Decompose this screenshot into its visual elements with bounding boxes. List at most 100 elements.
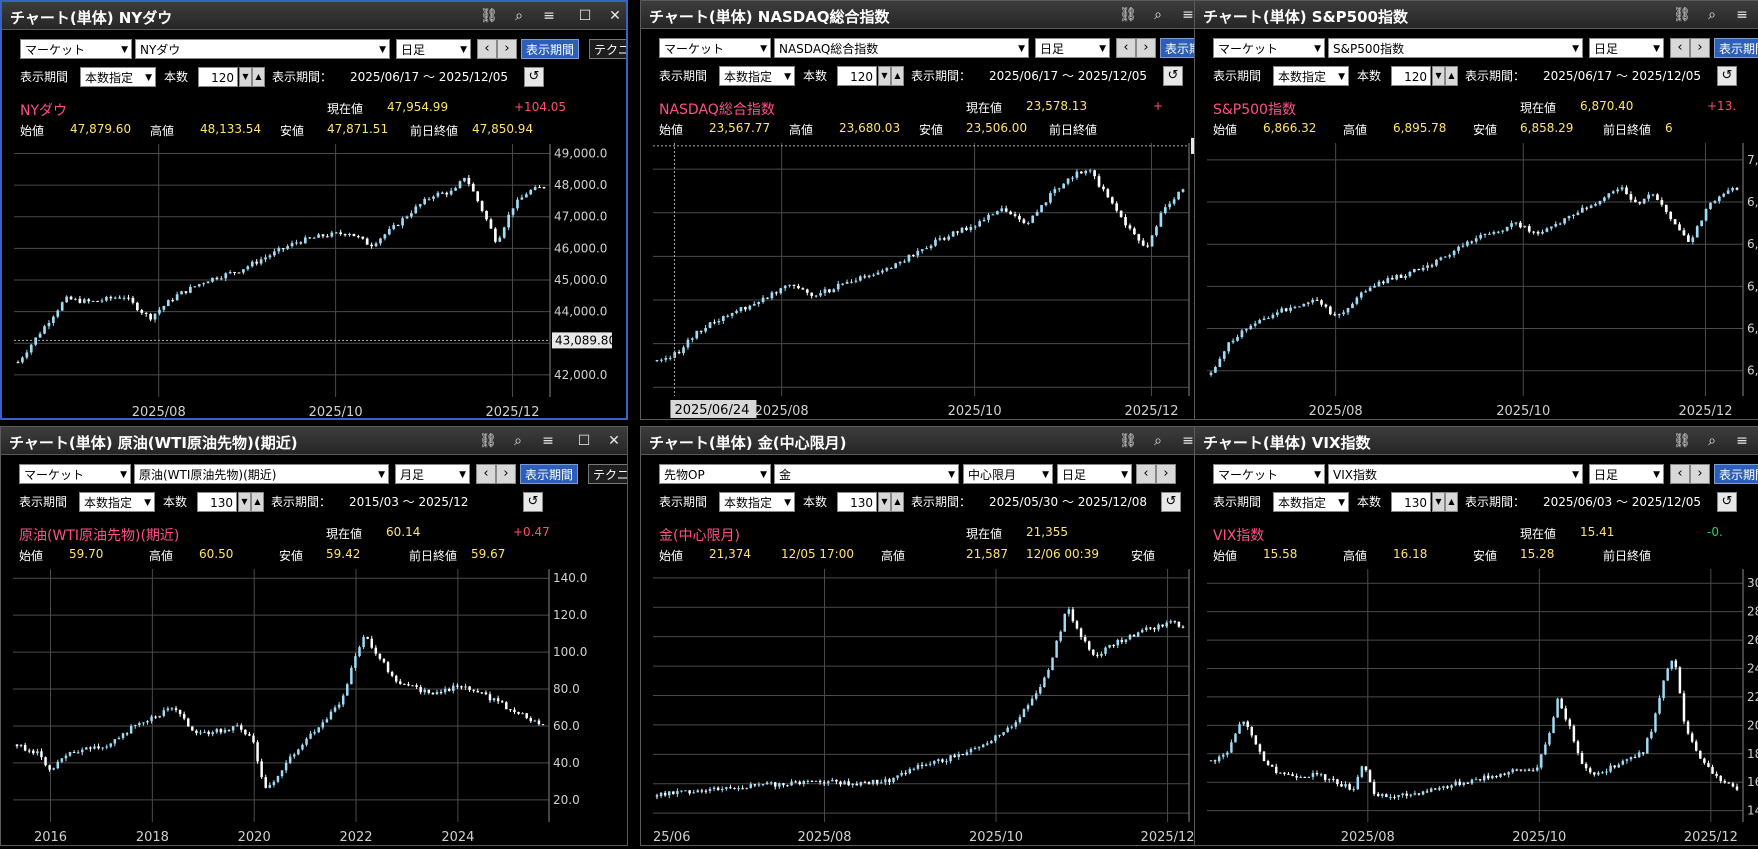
candle-body (529, 718, 533, 722)
count-up-button[interactable]: ▲ (1445, 66, 1458, 86)
menu-icon[interactable]: ≡ (543, 8, 555, 24)
show-period-button[interactable]: 表示期間 (1714, 38, 1758, 58)
refresh-icon[interactable]: ↺ (523, 492, 543, 512)
count-input[interactable]: 120 (1391, 66, 1431, 86)
technical-button[interactable]: テクニ (589, 39, 626, 59)
link-icon[interactable]: ⛓ (479, 433, 497, 449)
frequency-select[interactable]: 日足 ▼ (1589, 38, 1664, 58)
show-period-button[interactable]: 表示期間 (1714, 464, 1758, 484)
refresh-icon[interactable]: ↺ (524, 67, 544, 87)
next-period-button[interactable]: › (1690, 38, 1710, 58)
source-select[interactable]: マーケット ▼ (1213, 464, 1325, 484)
x-tick-label: 2025/12 (1141, 830, 1195, 845)
menu-icon[interactable]: ≡ (1736, 7, 1748, 23)
search-icon[interactable]: ⌕ (1154, 433, 1162, 449)
count-up-button[interactable]: ▲ (1445, 492, 1458, 512)
range-value: 2025/06/17 ～ 2025/12/05 (989, 69, 1147, 83)
source-select[interactable]: 先物OP ▼ (659, 464, 771, 484)
count-input[interactable]: 130 (837, 492, 877, 512)
frequency-select[interactable]: 日足 ▼ (1057, 464, 1132, 484)
symbol-select[interactable]: NASDAQ総合指数 ▼ (774, 38, 1029, 58)
show-period-button[interactable]: 表示期間 (520, 464, 579, 484)
link-icon[interactable]: ⛓ (1119, 433, 1137, 449)
prev-period-button[interactable]: ‹ (476, 464, 496, 484)
count-input[interactable]: 120 (198, 67, 238, 87)
count-down-button[interactable]: ▼ (239, 67, 252, 87)
count-input[interactable]: 130 (197, 492, 237, 512)
source-select[interactable]: マーケット ▼ (20, 39, 132, 59)
link-icon[interactable]: ⛓ (1119, 7, 1137, 23)
maximize-icon[interactable]: ☐ (578, 8, 592, 24)
prev-period-button[interactable]: ‹ (1136, 464, 1156, 484)
source-select[interactable]: マーケット ▼ (1213, 38, 1325, 58)
candle-body (1002, 732, 1005, 735)
menu-icon[interactable]: ≡ (1736, 433, 1748, 449)
refresh-icon[interactable]: ↺ (1717, 492, 1737, 512)
count-down-button[interactable]: ▼ (1432, 66, 1445, 86)
frequency-select[interactable]: 月足 ▼ (395, 464, 470, 484)
link-icon[interactable]: ⛓ (1673, 433, 1691, 449)
candle-body (1240, 330, 1244, 338)
count-mode-select[interactable]: 本数指定 ▼ (719, 66, 795, 86)
frequency-select[interactable]: 日足 ▼ (1035, 38, 1110, 58)
maximize-icon[interactable]: ☐ (577, 433, 591, 449)
count-mode-select[interactable]: 本数指定 ▼ (1273, 66, 1349, 86)
menu-icon[interactable]: ≡ (1182, 433, 1194, 449)
next-period-button[interactable]: › (1156, 464, 1176, 484)
search-icon[interactable]: ⌕ (1708, 7, 1716, 23)
instrument-name: S&P500指数 (1213, 102, 1296, 118)
symbol-select[interactable]: NYダウ ▼ (135, 39, 390, 59)
refresh-icon[interactable]: ↺ (1163, 66, 1183, 86)
candle-body (1168, 203, 1172, 208)
count-down-button[interactable]: ▼ (1432, 492, 1445, 512)
prev-period-button[interactable]: ‹ (1670, 464, 1690, 484)
symbol-select[interactable]: 金 ▼ (774, 464, 959, 484)
next-period-button[interactable]: › (1690, 464, 1710, 484)
search-icon[interactable]: ⌕ (1708, 433, 1716, 449)
search-icon[interactable]: ⌕ (515, 8, 523, 24)
count-mode-select[interactable]: 本数指定 ▼ (1273, 492, 1349, 512)
count-up-button[interactable]: ▲ (891, 66, 904, 86)
technical-button[interactable]: テクニ (588, 464, 627, 484)
next-period-button[interactable]: › (496, 464, 516, 484)
count-down-button[interactable]: ▼ (878, 492, 891, 512)
count-down-button[interactable]: ▼ (238, 492, 251, 512)
prev-period-button[interactable]: ‹ (1670, 38, 1690, 58)
source-select[interactable]: マーケット ▼ (659, 38, 771, 58)
show-period-button[interactable]: 表示期間 (521, 39, 580, 59)
next-period-button[interactable]: › (1136, 38, 1156, 58)
count-mode-select[interactable]: 本数指定 ▼ (719, 492, 795, 512)
symbol-select[interactable]: S&P500指数 ▼ (1328, 38, 1583, 58)
prev-period-button[interactable]: ‹ (477, 39, 497, 59)
refresh-icon[interactable]: ↺ (1161, 492, 1181, 512)
menu-icon[interactable]: ≡ (1182, 7, 1194, 23)
next-period-button[interactable]: › (497, 39, 517, 59)
close-icon[interactable]: ✕ (608, 433, 620, 449)
source-select[interactable]: マーケット ▼ (19, 464, 131, 484)
prev-period-button[interactable]: ‹ (1116, 38, 1136, 58)
count-up-button[interactable]: ▲ (251, 492, 264, 512)
link-icon[interactable]: ⛓ (480, 8, 498, 24)
count-mode-select[interactable]: 本数指定 ▼ (79, 492, 155, 512)
count-input[interactable]: 120 (837, 66, 877, 86)
count-up-button[interactable]: ▲ (252, 67, 265, 87)
count-mode-select[interactable]: 本数指定 ▼ (80, 67, 156, 87)
search-icon[interactable]: ⌕ (514, 433, 522, 449)
source-select-value: マーケット (664, 42, 725, 56)
contract-select[interactable]: 中心限月 ▼ (963, 464, 1053, 484)
close-icon[interactable]: ✕ (609, 8, 621, 24)
count-input[interactable]: 130 (1391, 492, 1431, 512)
refresh-icon[interactable]: ↺ (1717, 66, 1737, 86)
count-up-button[interactable]: ▲ (891, 492, 904, 512)
link-icon[interactable]: ⛓ (1673, 7, 1691, 23)
frequency-select[interactable]: 日足 ▼ (1589, 464, 1664, 484)
search-icon[interactable]: ⌕ (1154, 7, 1162, 23)
x-tick-label: 2025/12 (1684, 830, 1738, 845)
symbol-select[interactable]: 原油(WTI原油先物)(期近) ▼ (134, 464, 389, 484)
frequency-select[interactable]: 日足 ▼ (396, 39, 471, 59)
count-down-button[interactable]: ▼ (878, 66, 891, 86)
candle-body (295, 242, 298, 244)
count-mode-select-value: 本数指定 (724, 70, 773, 84)
menu-icon[interactable]: ≡ (542, 433, 554, 449)
symbol-select[interactable]: VIX指数 ▼ (1328, 464, 1583, 484)
